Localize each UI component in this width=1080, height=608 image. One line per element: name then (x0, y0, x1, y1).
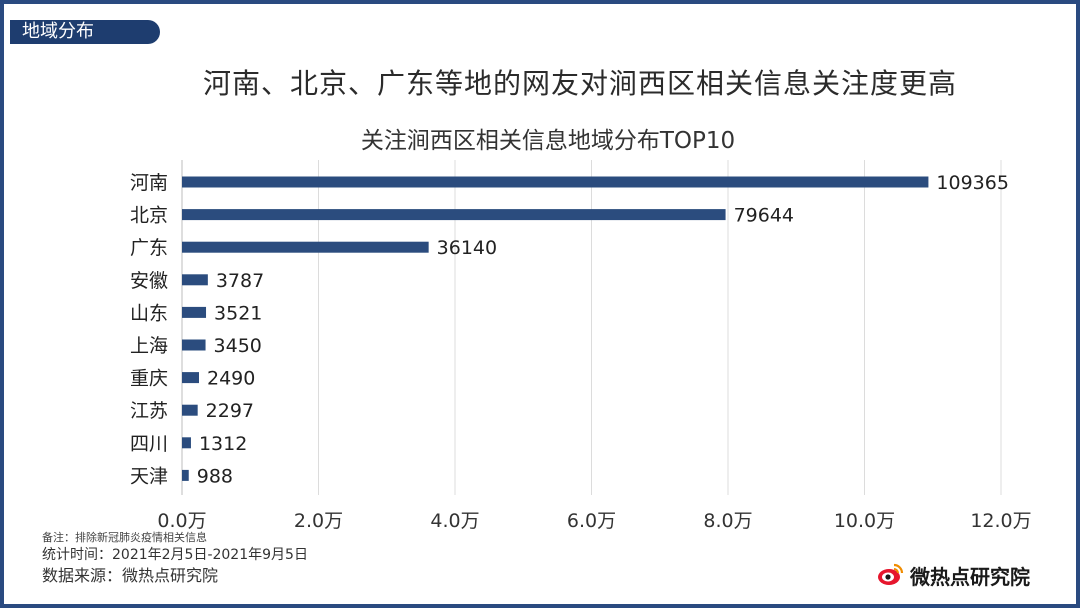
bar (182, 469, 189, 481)
bar (182, 372, 199, 384)
category-label: 山东 (130, 302, 168, 324)
category-label: 安徽 (130, 270, 168, 292)
category-label: 四川 (130, 433, 168, 455)
headline: 河南、北京、广东等地的网友对涧西区相关信息关注度更高 (202, 67, 957, 100)
x-tick-label: 2.0万 (294, 510, 343, 532)
bar (182, 306, 207, 318)
data-label: 1312 (199, 433, 247, 455)
data-label: 2490 (207, 368, 255, 390)
brand-logo: 微热点研究院 (876, 558, 1076, 592)
section-tag: 地域分布 (10, 20, 160, 44)
period-note: 统计时间：2021年2月5日-2021年9月5日 (42, 547, 308, 563)
data-label: 3521 (214, 302, 262, 324)
category-label: 河南 (130, 172, 168, 194)
source-note: 数据来源：微热点研究院 (42, 566, 219, 585)
category-label: 重庆 (130, 368, 168, 390)
category-label: 江苏 (130, 400, 168, 422)
x-tick-label: 8.0万 (703, 510, 752, 532)
bar (182, 241, 429, 253)
bar (182, 437, 191, 449)
value-labels: 109365 79644 36140 3787 3521 3450 2490 2297 1312… (197, 172, 1009, 487)
x-tick-label: 6.0万 (567, 510, 616, 532)
data-label: 109365 (936, 172, 1009, 194)
data-label: 3450 (214, 335, 262, 357)
x-tick-label: 0.0万 (157, 510, 206, 532)
brand-name: 微热点研究院 (910, 564, 1030, 589)
chart-title: 关注涧西区相关信息地域分布TOP10 (361, 128, 735, 154)
bar-chart-svg: 关注涧西区相关信息地域分布TOP10 河南北京广东安徽山东上海重庆江苏四川天津 … (130, 128, 1032, 532)
bar (182, 176, 929, 188)
bar (182, 404, 198, 416)
x-tick-label: 12.0万 (970, 510, 1031, 532)
chart: 关注涧西区相关信息地域分布TOP10 河南 北京 广东 安徽 山东 上海 重庆 江苏 四川 天津 … (0, 120, 1080, 540)
data-label: 988 (197, 465, 233, 487)
data-label: 2297 (206, 400, 254, 422)
weibo-eye-icon (878, 563, 904, 585)
category-label: 广东 (130, 237, 168, 259)
bar (182, 339, 206, 351)
data-label: 36140 (437, 237, 497, 259)
bar (182, 209, 726, 221)
footnotes: 备注：排除新冠肺炎疫情相关信息 统计时间：2021年2月5日-2021年9月5日… (42, 531, 308, 587)
x-tick-labels: 0.0万 2.0万 4.0万 6.0万 8.0万 10.0万 12.0万 (157, 510, 1031, 532)
data-label: 79644 (734, 205, 794, 227)
bars (182, 176, 929, 481)
x-tick-label: 10.0万 (834, 510, 895, 532)
remark-note: 备注：排除新冠肺炎疫情相关信息 (42, 531, 207, 544)
category-label: 天津 (130, 465, 168, 487)
x-tick-label: 4.0万 (430, 510, 479, 532)
category-label: 上海 (130, 335, 168, 357)
bar (182, 274, 208, 286)
data-label: 3787 (216, 270, 264, 292)
category-label: 北京 (130, 205, 168, 227)
